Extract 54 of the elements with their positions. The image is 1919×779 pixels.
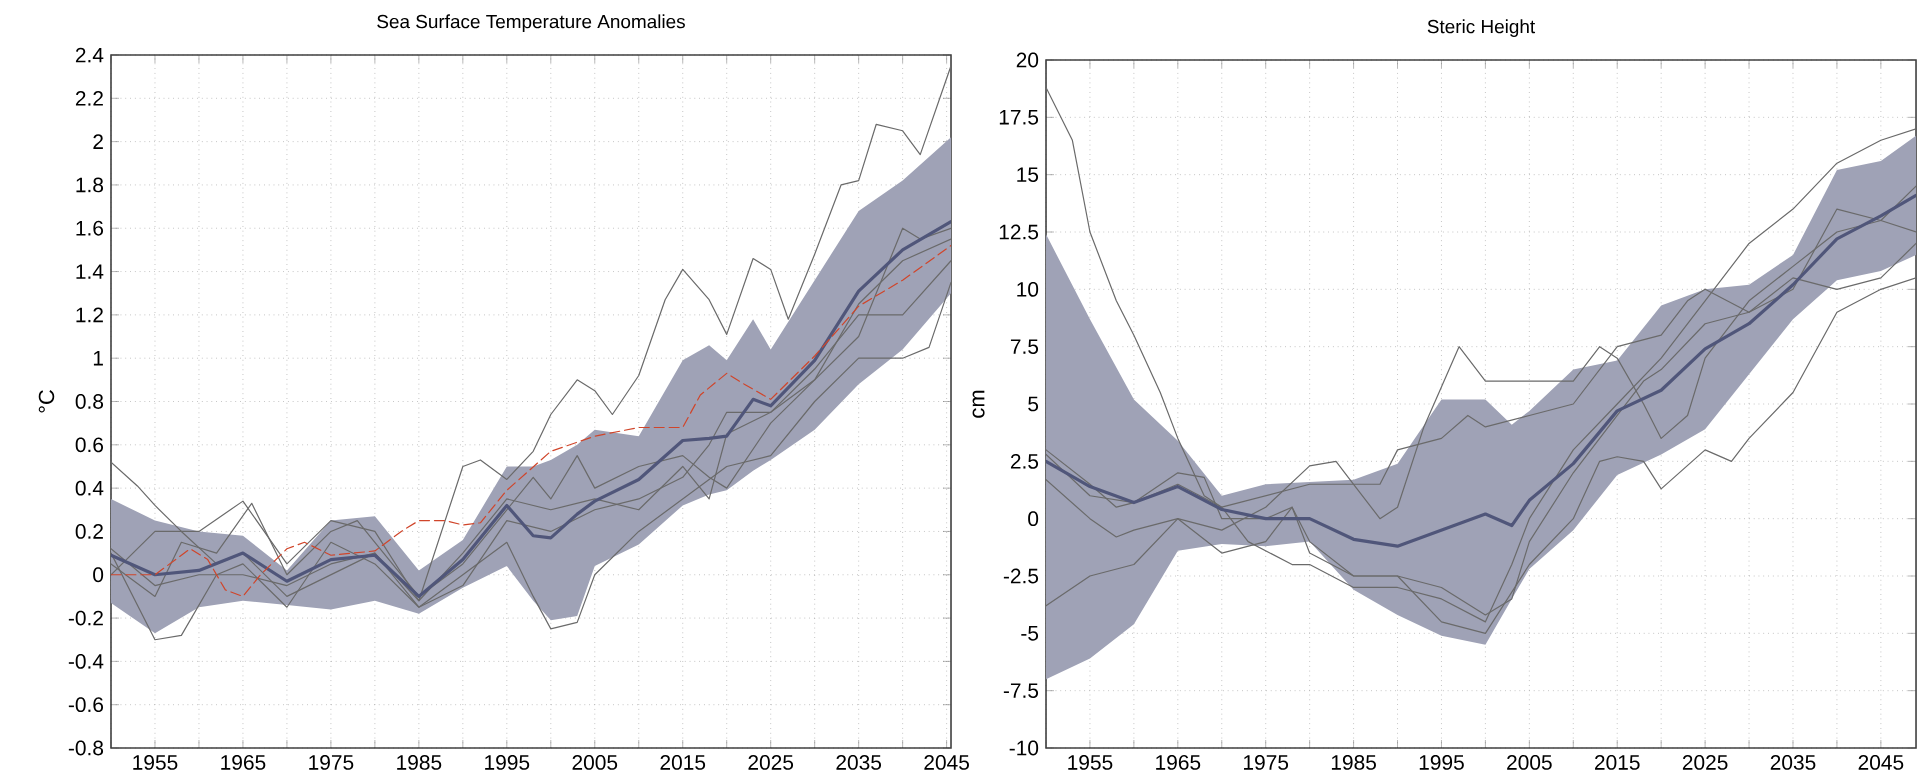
y-tick-label: 2 — [93, 134, 103, 149]
x-tick-label: 1975 — [1244, 755, 1289, 770]
y-tick-label: 15 — [1017, 167, 1039, 182]
x-tick-label: 2025 — [748, 755, 794, 770]
x-tick-label: 1965 — [1156, 755, 1201, 770]
x-tick-label: 2045 — [1858, 755, 1904, 770]
y-tick-label: 1.2 — [76, 307, 103, 323]
y-tick-label: 20 — [1016, 52, 1039, 68]
x-tick-label: 1965 — [221, 755, 266, 770]
y-tick-label: -0.8 — [68, 740, 104, 756]
y-tick-label: 10 — [1017, 281, 1039, 297]
y-tick-label: -0.6 — [68, 697, 104, 713]
y-tick-label: 7.5 — [1010, 339, 1039, 354]
x-tick-label: 1985 — [1331, 755, 1376, 770]
y-tick-label: 5 — [1028, 396, 1039, 412]
y-tick-label: -0.4 — [68, 653, 104, 669]
y-axis-title: cm — [972, 390, 985, 418]
x-tick-label: 2045 — [924, 755, 969, 770]
y-tick-label: 1.6 — [76, 220, 104, 236]
y-tick-label: 0 — [1028, 511, 1039, 527]
y-tick-label: -0.2 — [68, 610, 103, 626]
y-tick-label: -7.5 — [1003, 683, 1039, 698]
x-tick-label: 2025 — [1682, 755, 1728, 770]
y-tick-label: 0.4 — [75, 480, 104, 496]
y-tick-label: 0.6 — [75, 437, 104, 453]
x-tick-label: 2015 — [1595, 755, 1640, 770]
x-tick-label: 1955 — [133, 755, 178, 770]
y-tick-label: 2.4 — [75, 47, 104, 63]
x-tick-label: 1995 — [1419, 755, 1464, 770]
x-tick-label: 2015 — [660, 755, 706, 770]
y-tick-label: -5 — [1021, 626, 1039, 641]
y-tick-label: 0.8 — [75, 394, 104, 409]
x-tick-label: 2035 — [1770, 755, 1816, 770]
x-tick-label: 1955 — [1068, 755, 1113, 770]
y-tick-label: 2.5 — [1010, 453, 1039, 469]
y-axis-title: °C — [38, 390, 55, 413]
x-tick-label: 2005 — [572, 755, 618, 770]
x-tick-label: 2035 — [836, 755, 882, 770]
y-tick-label: 12.5 — [999, 224, 1039, 240]
chart-title: Steric Height — [1427, 19, 1536, 38]
x-tick-label: 1995 — [485, 755, 530, 770]
y-tick-label: 1.8 — [76, 177, 104, 193]
x-tick-label: 2005 — [1507, 755, 1552, 770]
y-tick-label: 0.2 — [75, 524, 103, 539]
x-tick-label: 1975 — [309, 755, 354, 770]
chart-title: Sea Surface Temperature Anomalies — [377, 14, 685, 33]
y-tick-label: 17.5 — [999, 110, 1039, 125]
y-tick-label: 1 — [93, 351, 103, 366]
y-tick-label: 2.2 — [75, 91, 103, 106]
y-tick-label: 1.4 — [76, 264, 104, 279]
y-tick-label: 0 — [93, 567, 104, 583]
x-tick-label: 1985 — [397, 755, 442, 770]
y-tick-label: -10 — [1009, 740, 1039, 756]
y-tick-label: -2.5 — [1003, 568, 1039, 584]
